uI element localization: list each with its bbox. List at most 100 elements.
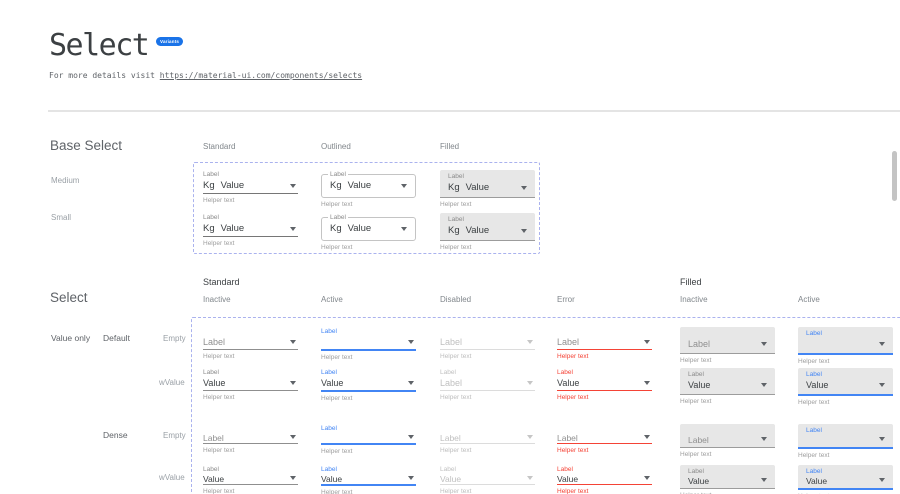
select-value-line: Label (203, 337, 298, 349)
select-control[interactable]: Label Value (798, 465, 893, 490)
select-control[interactable]: Label Value (557, 465, 652, 485)
select-filled-active[interactable]: Label Helper text (798, 327, 893, 365)
dropdown-arrow-icon (408, 381, 414, 385)
dropdown-arrow-icon (527, 435, 533, 439)
select-control[interactable]: Label Kg Value (321, 170, 416, 198)
select-control[interactable]: Label (798, 424, 893, 449)
dropdown-arrow-icon (879, 383, 885, 387)
select-control[interactable]: Label (321, 424, 416, 445)
select-display-value: Label (688, 435, 709, 445)
dropdown-arrow-icon (408, 435, 414, 439)
dropdown-arrow-icon (879, 478, 885, 482)
select-control[interactable]: Label Kg Value (203, 170, 298, 194)
dropdown-arrow-icon (527, 340, 533, 344)
select-control[interactable]: Label Value (321, 368, 416, 392)
select-value-line (806, 339, 885, 351)
select-value-line: Label (440, 378, 535, 390)
select-control[interactable]: Label (680, 327, 775, 354)
select-control[interactable]: Label (557, 327, 652, 350)
select-standard-error[interactable]: Label Helper text (557, 424, 652, 454)
select-control[interactable]: Label Value (680, 368, 775, 395)
select-standard-inactive[interactable]: Label Helper text (203, 424, 298, 454)
select-filled-inactive[interactable]: Label Kg Value Helper text (440, 213, 535, 251)
select-control[interactable]: Label Value (680, 465, 775, 489)
select-filled-inactive[interactable]: Label Helper text (680, 424, 775, 458)
helper-text: Helper text (203, 197, 235, 204)
select-standard-active[interactable]: Label Helper text (321, 424, 416, 455)
select-control[interactable]: Label (557, 424, 652, 444)
select-value-line: Kg Value (322, 175, 415, 197)
helper-text: Helper text (557, 394, 589, 401)
select-control[interactable]: Label Kg Value (440, 213, 535, 241)
select-label (688, 329, 767, 339)
select-standard-disabled[interactable]: Label Label Helper text (440, 368, 535, 401)
docs-link[interactable]: https://material-ui.com/components/selec… (159, 71, 363, 80)
select-control[interactable]: Label Value (203, 465, 298, 485)
select-display-value: Value (220, 180, 245, 191)
select-control[interactable]: Label Value (798, 368, 893, 396)
start-adornment: Kg (203, 180, 215, 191)
select-label: Label (440, 466, 456, 473)
select-outlined-inactive[interactable]: Label Kg Value Helper text (321, 213, 416, 251)
select-control[interactable]: Label Value (203, 368, 298, 391)
select-filled-inactive[interactable]: Label Kg Value Helper text (440, 170, 535, 208)
select-standard-active[interactable]: Label Value Helper text (321, 465, 416, 494)
select-control[interactable]: Label Kg Value (203, 213, 298, 237)
select-control[interactable]: Label (203, 424, 298, 444)
helper-text: Helper text (321, 395, 353, 402)
helper-text: Helper text (798, 399, 830, 406)
dropdown-arrow-icon (290, 476, 296, 480)
select-value-line: Kg Value (448, 225, 527, 238)
select-standard-disabled[interactable]: Label Helper text (440, 327, 535, 360)
scrollbar-thumb[interactable] (892, 151, 897, 201)
select-heading: Select (50, 290, 88, 305)
select-standard-disabled[interactable]: Label Helper text (440, 424, 535, 454)
select-standard-inactive[interactable]: Label Kg Value Helper text (203, 213, 298, 247)
column-header-error: Error (557, 295, 575, 304)
select-label: Label (203, 369, 219, 376)
select-standard-error[interactable]: Label Helper text (557, 327, 652, 360)
select-control[interactable]: Label (321, 327, 416, 351)
select-label: Label (806, 427, 822, 434)
select-control[interactable]: Label Value (557, 368, 652, 391)
select-label: Label (321, 466, 337, 473)
select-standard-active[interactable]: Label Helper text (321, 327, 416, 361)
select-control[interactable]: Label (440, 424, 535, 444)
start-adornment: Kg (448, 225, 460, 236)
select-standard-active[interactable]: Label Value Helper text (321, 368, 416, 402)
select-standard-inactive[interactable]: Label Value Helper text (203, 368, 298, 401)
select-standard-inactive[interactable]: Label Kg Value Helper text (203, 170, 298, 204)
dropdown-arrow-icon (879, 342, 885, 346)
select-value-line: Value (203, 378, 298, 390)
select-control[interactable]: Label Kg Value (321, 213, 416, 241)
select-standard-inactive[interactable]: Label Helper text (203, 327, 298, 360)
select-control[interactable]: Label Kg Value (440, 170, 535, 198)
helper-text: Helper text (203, 488, 235, 494)
select-control[interactable]: Label Label (440, 368, 535, 391)
select-standard-error[interactable]: Label Value Helper text (557, 368, 652, 401)
select-control[interactable]: Label (680, 424, 775, 448)
select-standard-inactive[interactable]: Label Value Helper text (203, 465, 298, 494)
select-standard-disabled[interactable]: Label Value Helper text (440, 465, 535, 494)
select-standard-error[interactable]: Label Value Helper text (557, 465, 652, 494)
select-filled-active[interactable]: Label Helper text (798, 424, 893, 459)
select-control[interactable]: Label Value (321, 465, 416, 486)
select-control[interactable]: Label Value (440, 465, 535, 485)
select-control[interactable]: Label (440, 327, 535, 350)
column-header-outlined: Outlined (321, 142, 351, 151)
select-label: Label (328, 213, 348, 222)
dropdown-arrow-icon (408, 340, 414, 344)
column-header-filled-active: Active (798, 295, 820, 304)
select-filled-inactive[interactable]: Label Helper text (680, 327, 775, 364)
helper-text: Helper text (321, 201, 353, 208)
select-control[interactable]: Label (203, 327, 298, 350)
select-label (203, 327, 298, 337)
select-outlined-inactive[interactable]: Label Kg Value Helper text (321, 170, 416, 208)
select-control[interactable]: Label (798, 327, 893, 355)
variants-badge-label: Variants (156, 37, 184, 46)
